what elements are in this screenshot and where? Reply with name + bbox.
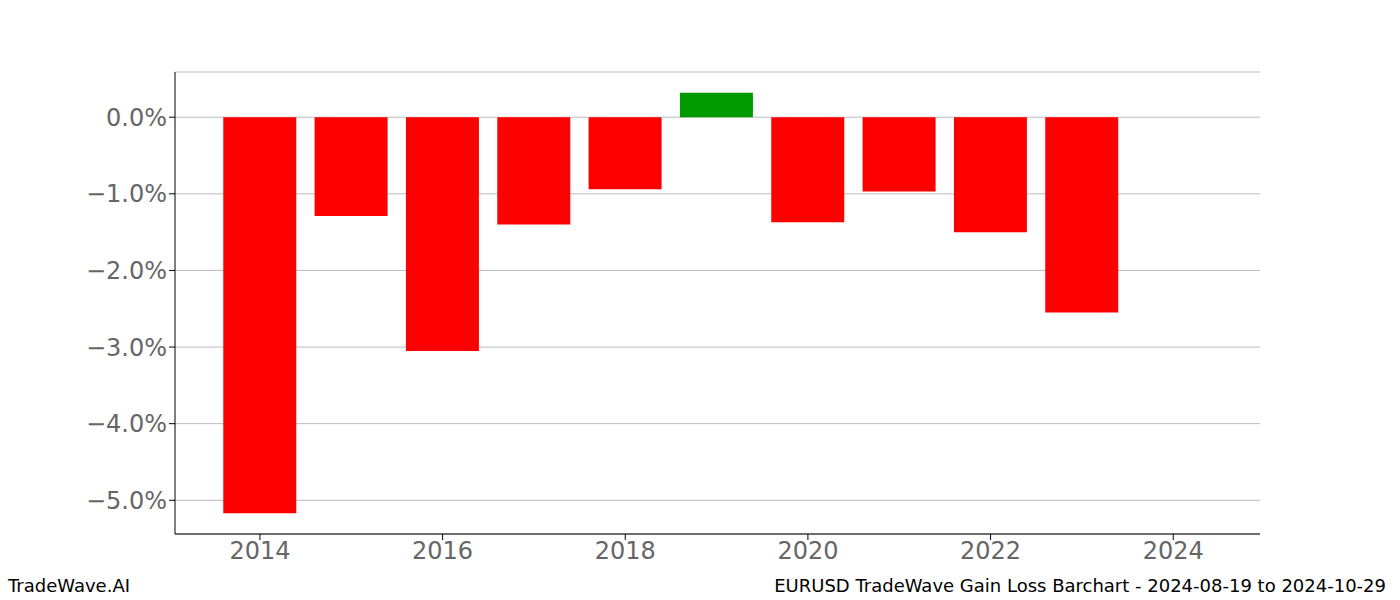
svg-text:2024: 2024: [1143, 537, 1204, 560]
svg-text:0.0%: 0.0%: [106, 104, 167, 132]
svg-text:2016: 2016: [412, 537, 473, 560]
svg-text:2020: 2020: [777, 537, 838, 560]
svg-text:2018: 2018: [595, 537, 656, 560]
svg-text:−2.0%: −2.0%: [86, 257, 167, 285]
html-text:TradeWave.AI: TradeWave.AI: [8, 575, 130, 596]
svg-text:−1.0%: −1.0%: [86, 180, 167, 208]
svg-text:−3.0%: −3.0%: [86, 334, 167, 362]
svg-text:2014: 2014: [229, 537, 290, 560]
html-text:EURUSD TradeWave Gain Loss Bar: EURUSD TradeWave Gain Loss Barchart - 20…: [774, 575, 1386, 596]
svg-text:2022: 2022: [960, 537, 1021, 560]
svg-text:−5.0%: −5.0%: [86, 487, 167, 515]
svg-text:−4.0%: −4.0%: [86, 410, 167, 438]
